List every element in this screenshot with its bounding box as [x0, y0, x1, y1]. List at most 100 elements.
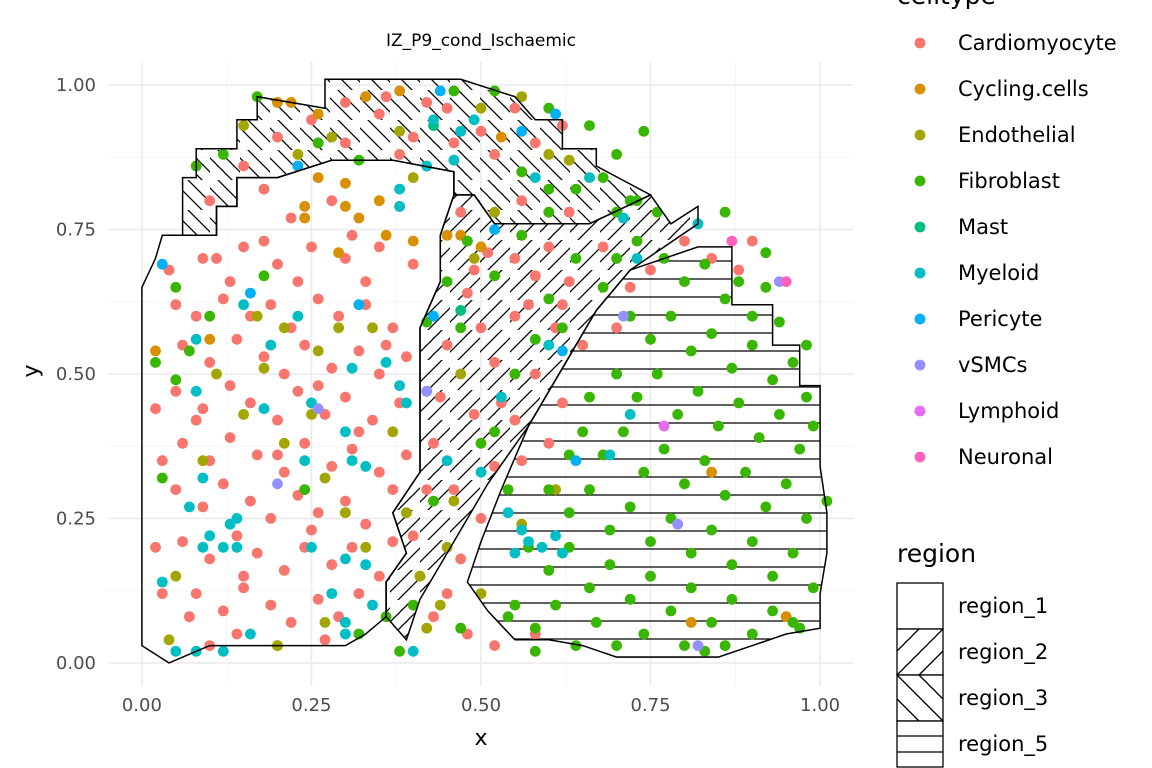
- data-point: [746, 536, 758, 547]
- data-point: [597, 241, 609, 253]
- data-point: [326, 588, 338, 599]
- data-point: [543, 484, 555, 495]
- data-point: [441, 588, 453, 599]
- data-point: [624, 501, 636, 513]
- data-point: [502, 484, 514, 495]
- data-point: [387, 426, 399, 438]
- data-point: [251, 310, 263, 322]
- data-point: [190, 385, 202, 397]
- data-point: [794, 443, 806, 455]
- data-point: [353, 345, 365, 357]
- data-point: [468, 114, 480, 126]
- legend-key-lymphoid: [914, 405, 926, 417]
- data-point: [428, 310, 439, 322]
- data-point: [543, 183, 555, 195]
- data-point: [184, 611, 195, 623]
- data-point: [231, 333, 243, 345]
- data-point: [638, 125, 650, 137]
- data-point: [489, 224, 500, 236]
- y-axis-ticks: 0.00 0.25 0.50 0.75 1.00: [56, 75, 96, 674]
- data-point: [563, 507, 575, 519]
- data-point: [441, 276, 453, 287]
- data-point: [258, 403, 270, 415]
- data-point: [658, 443, 670, 455]
- data-point: [462, 235, 473, 247]
- data-point: [292, 385, 304, 397]
- data-point: [516, 229, 528, 241]
- data-point: [299, 339, 311, 351]
- data-point: [394, 149, 405, 160]
- legend-key-vsmcs: [914, 359, 926, 371]
- data-point: [340, 97, 351, 108]
- data-point: [360, 276, 372, 287]
- data-point: [495, 131, 507, 143]
- data-point: [231, 513, 243, 524]
- data-point: [326, 195, 338, 207]
- data-point: [204, 357, 216, 368]
- data-point: [204, 530, 216, 542]
- data-point: [204, 195, 216, 207]
- legend-label: Cycling.cells: [958, 77, 1089, 101]
- data-point: [306, 524, 317, 536]
- data-point: [543, 565, 555, 576]
- series-neuronal: [726, 235, 792, 287]
- data-point: [217, 293, 229, 305]
- data-point: [156, 258, 168, 270]
- data-point: [170, 281, 182, 293]
- data-point: [156, 455, 168, 467]
- data-point: [380, 339, 392, 351]
- legend-label: vSMCs: [958, 353, 1027, 377]
- data-point: [502, 507, 514, 519]
- data-point: [265, 513, 277, 524]
- data-point: [428, 495, 439, 507]
- data-point: [550, 599, 561, 611]
- data-point: [197, 472, 209, 484]
- data-point: [326, 461, 338, 472]
- data-point: [312, 593, 324, 605]
- data-point: [306, 241, 317, 253]
- data-point: [489, 149, 500, 160]
- data-point: [285, 212, 297, 224]
- data-point: [448, 137, 460, 149]
- data-point: [523, 299, 534, 311]
- data-point: [245, 287, 256, 299]
- legend-label: region_1: [958, 594, 1048, 619]
- data-point: [475, 322, 487, 334]
- data-point: [509, 310, 521, 322]
- data-point: [489, 206, 500, 218]
- data-point: [211, 253, 222, 264]
- data-point: [312, 507, 324, 519]
- data-point: [421, 484, 433, 495]
- data-point: [631, 253, 643, 264]
- data-point: [428, 611, 439, 623]
- data-point: [231, 541, 243, 553]
- data-point: [285, 617, 297, 628]
- data-point: [455, 206, 467, 218]
- data-point: [529, 622, 541, 634]
- y-tick-label: 0.00: [56, 653, 96, 674]
- data-point: [217, 605, 229, 617]
- data-point: [746, 235, 758, 247]
- data-point: [346, 362, 358, 374]
- y-axis-title: y: [19, 364, 44, 377]
- data-point: [238, 582, 250, 594]
- data-point: [245, 628, 256, 640]
- y-tick-label: 0.25: [56, 508, 96, 529]
- data-point: [265, 599, 277, 611]
- cell-points: [150, 85, 833, 657]
- data-point: [516, 166, 528, 178]
- data-point: [319, 472, 331, 484]
- data-point: [401, 397, 412, 409]
- data-point: [543, 149, 555, 160]
- data-point: [570, 455, 582, 467]
- data-point: [543, 206, 555, 218]
- data-point: [611, 253, 622, 264]
- data-point: [746, 339, 758, 351]
- data-point: [618, 310, 629, 322]
- data-point: [441, 229, 453, 241]
- data-point: [204, 310, 216, 322]
- data-point: [407, 645, 419, 657]
- data-point: [340, 177, 351, 189]
- data-point: [475, 125, 487, 137]
- data-point: [312, 380, 324, 391]
